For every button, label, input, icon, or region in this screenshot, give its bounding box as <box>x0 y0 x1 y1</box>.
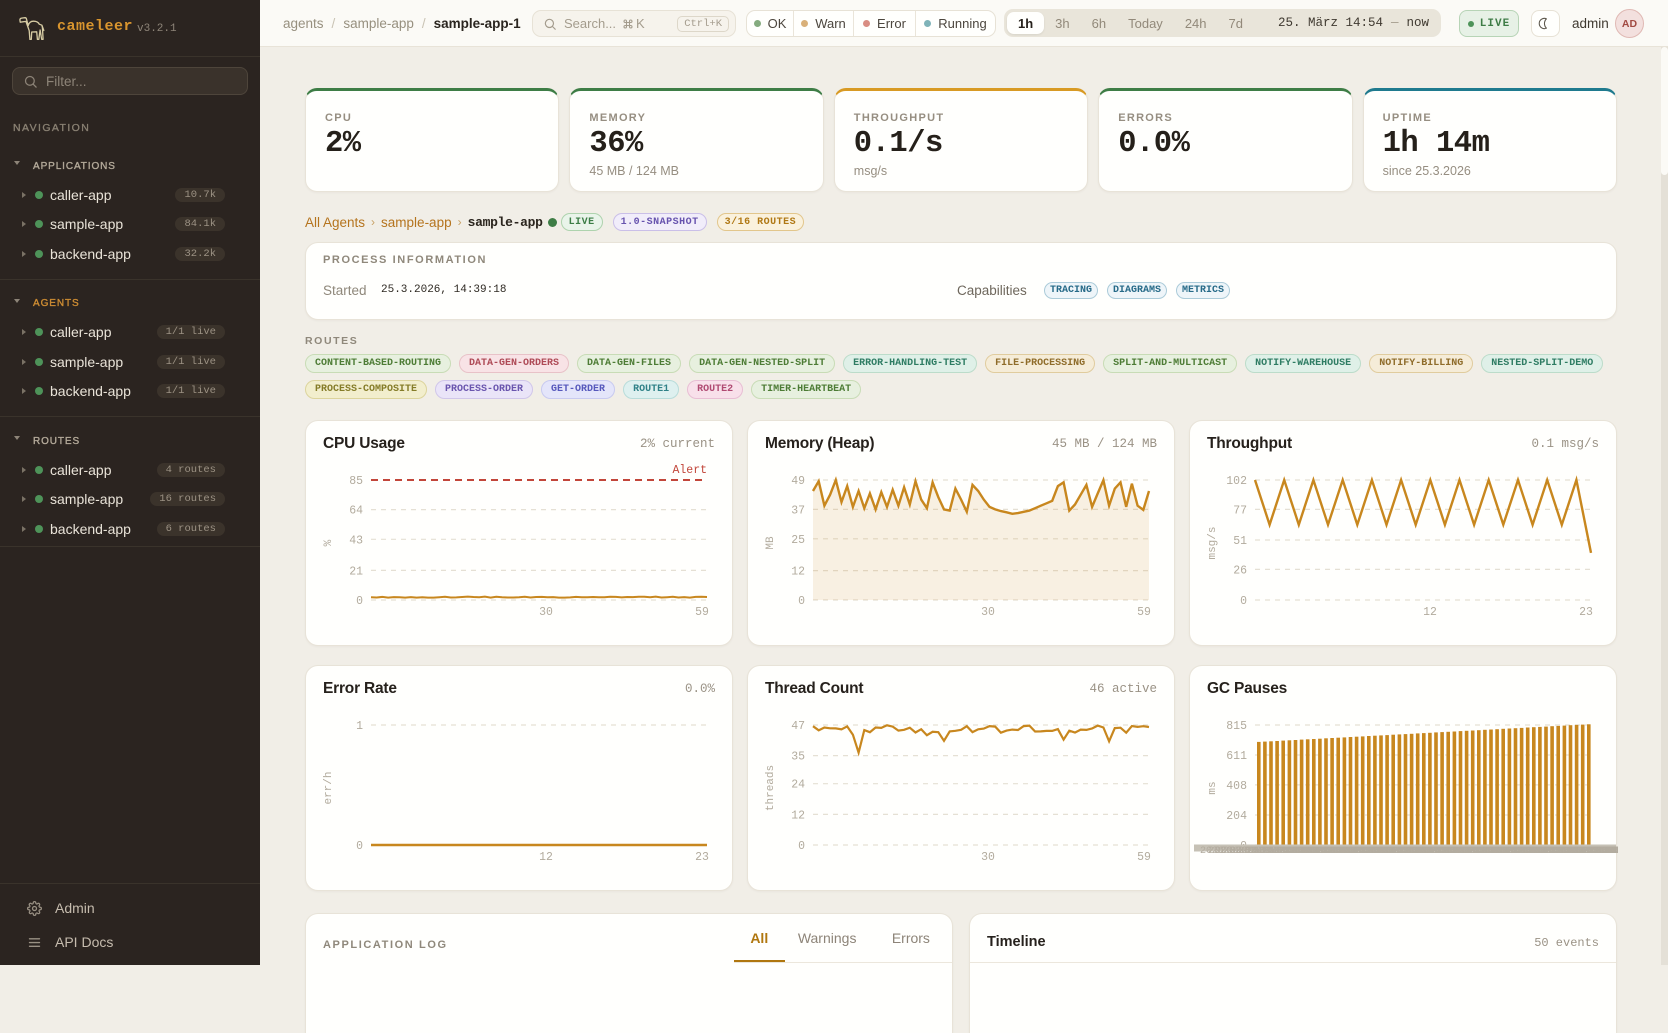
svg-text:2026-03-25T14:39: 2026-03-25T14:39 <box>1443 846 1539 857</box>
svg-text:77: 77 <box>1233 504 1247 517</box>
svg-text:23: 23 <box>1579 606 1593 619</box>
svg-text:2026-03-25T14:39: 2026-03-25T14:39 <box>1276 846 1372 857</box>
svg-text:2026-03-25T14:39: 2026-03-25T14:39 <box>1413 846 1509 857</box>
svg-text:2026-03-25T14:39: 2026-03-25T14:39 <box>1489 846 1585 857</box>
svg-text:2026-03-25T14:39: 2026-03-25T14:39 <box>1238 846 1334 857</box>
svg-text:0: 0 <box>798 840 805 853</box>
svg-text:2026-03-25T14:39: 2026-03-25T14:39 <box>1436 846 1532 857</box>
svg-text:47: 47 <box>791 720 805 733</box>
svg-text:24: 24 <box>791 779 805 792</box>
svg-text:37: 37 <box>791 504 805 517</box>
svg-text:2026-03-25T14:39: 2026-03-25T14:39 <box>1268 846 1364 857</box>
svg-text:2026-03-25T14:39: 2026-03-25T14:39 <box>1550 846 1618 857</box>
svg-text:2026-03-25T14:39: 2026-03-25T14:39 <box>1337 846 1433 857</box>
svg-text:51: 51 <box>1233 535 1247 548</box>
svg-text:49: 49 <box>791 475 805 488</box>
svg-text:2026-03-25T14:39: 2026-03-25T14:39 <box>1208 846 1304 857</box>
svg-text:2026-03-25T14:39: 2026-03-25T14:39 <box>1519 846 1615 857</box>
svg-text:408: 408 <box>1226 780 1247 793</box>
svg-text:35: 35 <box>791 751 805 764</box>
svg-text:2026-03-25T14:39: 2026-03-25T14:39 <box>1542 846 1618 857</box>
svg-text:2026-03-25T14:39: 2026-03-25T14:39 <box>1246 846 1342 857</box>
svg-text:611: 611 <box>1226 750 1247 763</box>
svg-text:2026-03-25T14:39: 2026-03-25T14:39 <box>1572 846 1618 857</box>
svg-text:MB: MB <box>765 536 777 550</box>
svg-text:2026-03-25T14:39: 2026-03-25T14:39 <box>1375 846 1471 857</box>
svg-text:0: 0 <box>356 840 363 853</box>
svg-text:2026-03-25T14:39: 2026-03-25T14:39 <box>1496 846 1592 857</box>
svg-text:2026-03-25T14:39: 2026-03-25T14:39 <box>1534 846 1618 857</box>
svg-text:26: 26 <box>1233 564 1247 577</box>
svg-text:2026-03-25T14:39: 2026-03-25T14:39 <box>1322 846 1418 857</box>
svg-text:12: 12 <box>539 851 553 864</box>
svg-text:59: 59 <box>1137 851 1151 864</box>
svg-text:43: 43 <box>349 534 363 547</box>
svg-text:2026-03-25T14:39: 2026-03-25T14:39 <box>1588 846 1618 857</box>
svg-text:815: 815 <box>1226 720 1247 733</box>
svg-text:2026-03-25T14:39: 2026-03-25T14:39 <box>1610 846 1618 857</box>
svg-text:2026-03-25T14:39: 2026-03-25T14:39 <box>1595 846 1618 857</box>
svg-text:2026-03-25T14:39: 2026-03-25T14:39 <box>1299 846 1395 857</box>
svg-text:2026-03-25T14:39: 2026-03-25T14:39 <box>1565 846 1618 857</box>
svg-text:2026-03-25T14:39: 2026-03-25T14:39 <box>1200 846 1296 857</box>
svg-text:2026-03-25T14:39: 2026-03-25T14:39 <box>1557 846 1618 857</box>
svg-text:2026-03-25T14:39: 2026-03-25T14:39 <box>1367 846 1463 857</box>
svg-text:2026-03-25T14:39: 2026-03-25T14:39 <box>1420 846 1516 857</box>
svg-text:30: 30 <box>981 606 995 619</box>
svg-text:err/h: err/h <box>323 771 335 804</box>
svg-text:2026-03-25T14:39: 2026-03-25T14:39 <box>1458 846 1554 857</box>
svg-text:Alert: Alert <box>672 464 707 477</box>
svg-text:2026-03-25T14:39: 2026-03-25T14:39 <box>1512 846 1608 857</box>
svg-text:23: 23 <box>695 851 709 864</box>
svg-text:%: % <box>323 539 335 546</box>
svg-text:2026-03-25T14:39: 2026-03-25T14:39 <box>1603 846 1618 857</box>
svg-text:2026-03-25T14:39: 2026-03-25T14:39 <box>1466 846 1562 857</box>
svg-text:25: 25 <box>791 534 805 547</box>
svg-text:2026-03-25T14:39: 2026-03-25T14:39 <box>1344 846 1440 857</box>
svg-text:204: 204 <box>1226 810 1247 823</box>
svg-text:12: 12 <box>791 566 805 579</box>
svg-text:2026-03-25T14:39: 2026-03-25T14:39 <box>1474 846 1570 857</box>
svg-text:102: 102 <box>1226 475 1247 488</box>
svg-text:2026-03-25T14:39: 2026-03-25T14:39 <box>1382 846 1478 857</box>
svg-text:21: 21 <box>349 565 363 578</box>
svg-text:0: 0 <box>798 595 805 608</box>
svg-text:2026-03-25T14:39: 2026-03-25T14:39 <box>1352 846 1448 857</box>
svg-text:2026-03-25T14:39: 2026-03-25T14:39 <box>1451 846 1547 857</box>
svg-text:2026-03-25T14:39: 2026-03-25T14:39 <box>1390 846 1486 857</box>
svg-text:1: 1 <box>356 720 363 733</box>
svg-text:2026-03-25T14:39: 2026-03-25T14:39 <box>1428 846 1524 857</box>
svg-text:2026-03-25T14:39: 2026-03-25T14:39 <box>1261 846 1357 857</box>
svg-text:2026-03-25T14:39: 2026-03-25T14:39 <box>1329 846 1425 857</box>
svg-text:2026-03-25T14:39: 2026-03-25T14:39 <box>1306 846 1402 857</box>
svg-text:2026-03-25T14:39: 2026-03-25T14:39 <box>1223 846 1319 857</box>
svg-text:ms: ms <box>1207 781 1219 794</box>
svg-text:2026-03-25T14:39: 2026-03-25T14:39 <box>1314 846 1410 857</box>
svg-text:12: 12 <box>1423 606 1437 619</box>
svg-text:0: 0 <box>1240 595 1247 608</box>
svg-text:2026-03-25T14:39: 2026-03-25T14:39 <box>1405 846 1501 857</box>
svg-text:threads: threads <box>765 765 777 811</box>
svg-text:2026-03-25T14:39: 2026-03-25T14:39 <box>1527 846 1618 857</box>
svg-text:2026-03-25T14:39: 2026-03-25T14:39 <box>1284 846 1380 857</box>
svg-text:2026-03-25T14:39: 2026-03-25T14:39 <box>1230 846 1326 857</box>
svg-text:2026-03-25T14:39: 2026-03-25T14:39 <box>1580 846 1618 857</box>
svg-text:msg/s: msg/s <box>1207 526 1219 559</box>
svg-text:85: 85 <box>349 475 363 488</box>
svg-text:2026-03-25T14:39: 2026-03-25T14:39 <box>1481 846 1577 857</box>
svg-text:2026-03-25T14:39: 2026-03-25T14:39 <box>1398 846 1494 857</box>
svg-text:2026-03-25T14:39: 2026-03-25T14:39 <box>1291 846 1387 857</box>
svg-text:59: 59 <box>1137 606 1151 619</box>
svg-text:2026-03-25T14:39: 2026-03-25T14:39 <box>1215 846 1311 857</box>
svg-text:0: 0 <box>356 595 363 608</box>
svg-text:64: 64 <box>349 505 363 518</box>
svg-text:2026-03-25T14:39: 2026-03-25T14:39 <box>1504 846 1600 857</box>
svg-text:30: 30 <box>981 851 995 864</box>
svg-text:2026-03-25T14:39: 2026-03-25T14:39 <box>1253 846 1349 857</box>
svg-text:59: 59 <box>695 606 709 619</box>
svg-text:30: 30 <box>539 606 553 619</box>
svg-text:2026-03-25T14:39: 2026-03-25T14:39 <box>1360 846 1456 857</box>
svg-text:12: 12 <box>791 809 805 822</box>
